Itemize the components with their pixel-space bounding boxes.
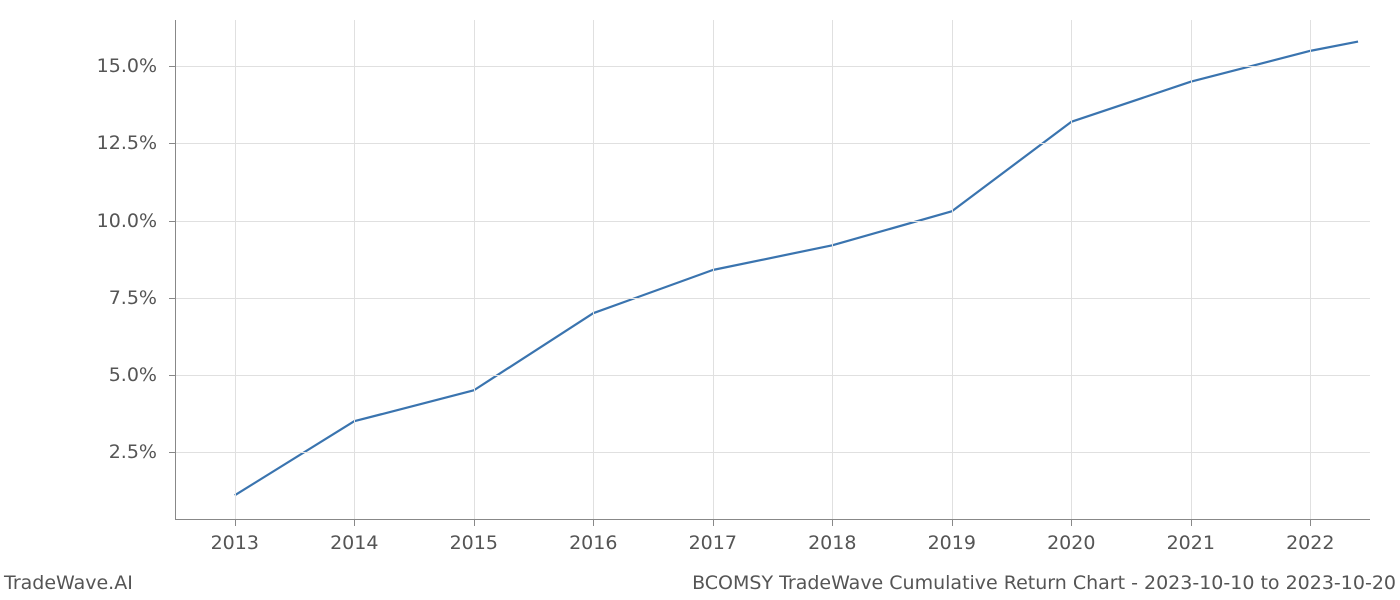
x-tick-label: 2013 [211, 520, 259, 554]
y-tick-label: 2.5% [109, 441, 175, 463]
plot-area: 2013201420152016201720182019202020212022… [175, 20, 1370, 520]
x-tick-label: 2022 [1286, 520, 1334, 554]
x-tick-label: 2016 [569, 520, 617, 554]
y-tick-label: 10.0% [97, 210, 175, 232]
gridline-x [593, 20, 594, 520]
x-tick-label: 2019 [928, 520, 976, 554]
gridline-y [175, 66, 1370, 67]
gridline-y [175, 143, 1370, 144]
x-tick-label: 2021 [1167, 520, 1215, 554]
return-line [235, 42, 1358, 496]
y-tick-label: 7.5% [109, 287, 175, 309]
gridline-x [1071, 20, 1072, 520]
x-tick-label: 2018 [808, 520, 856, 554]
chart-container: 2013 2014 2015 2016 2017 2018 2019 2020 2021 2022… [0, 0, 1400, 600]
gridline-x [832, 20, 833, 520]
gridline-y [175, 298, 1370, 299]
gridline-x [1310, 20, 1311, 520]
footer-caption: BCOMSY TradeWave Cumulative Return Chart… [692, 572, 1396, 594]
gridline-x [235, 20, 236, 520]
x-tick-label: 2014 [330, 520, 378, 554]
x-tick-label: 2017 [689, 520, 737, 554]
spine-bottom [175, 519, 1370, 520]
gridline-x [1191, 20, 1192, 520]
gridline-x [474, 20, 475, 520]
gridline-y [175, 375, 1370, 376]
x-tick-label: 2020 [1047, 520, 1095, 554]
footer-brand: TradeWave.AI [4, 572, 133, 594]
spine-left [175, 20, 176, 520]
gridline-x [713, 20, 714, 520]
gridline-x [354, 20, 355, 520]
gridline-y [175, 221, 1370, 222]
y-tick-label: 5.0% [109, 364, 175, 386]
y-tick-label: 15.0% [97, 55, 175, 77]
y-tick-label: 12.5% [97, 132, 175, 154]
gridline-x [952, 20, 953, 520]
gridline-y [175, 452, 1370, 453]
x-tick-label: 2015 [450, 520, 498, 554]
